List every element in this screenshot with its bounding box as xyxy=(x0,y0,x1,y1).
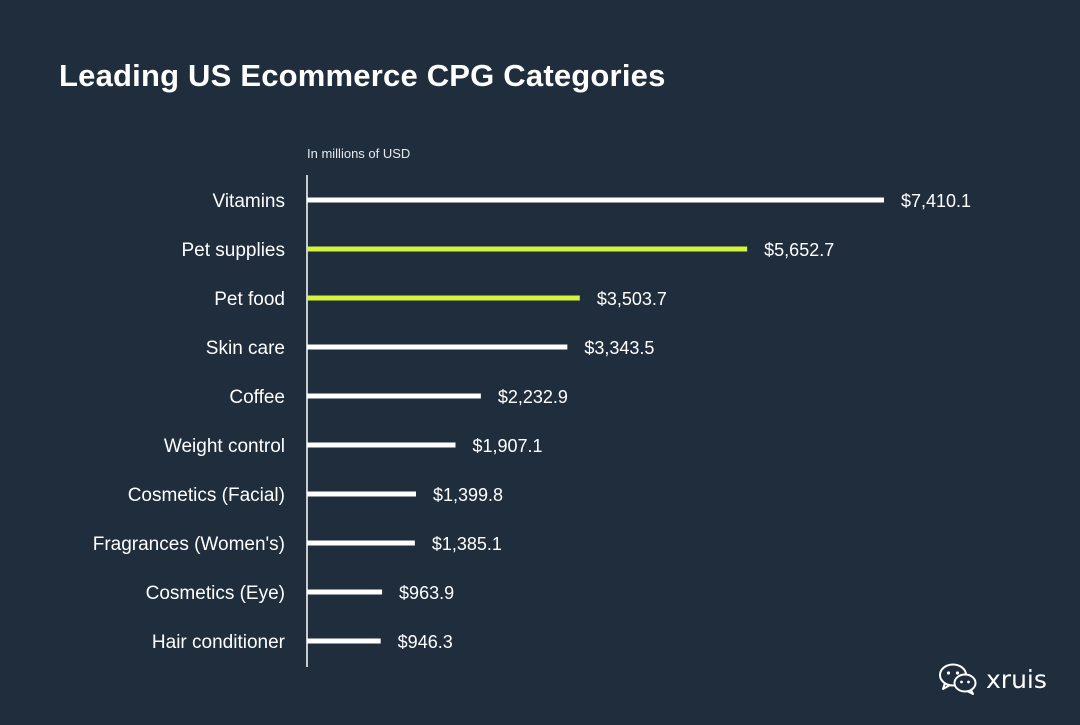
value-label-pet-food: $3,503.7 xyxy=(597,289,667,309)
bar-skin-care xyxy=(307,344,568,350)
value-label-hair-conditioner: $946.3 xyxy=(398,632,453,652)
value-label-coffee: $2,232.9 xyxy=(498,387,568,407)
category-label-vitamins: Vitamins xyxy=(212,191,285,212)
value-label-weight-control: $1,907.1 xyxy=(472,436,542,456)
value-label-skin-care: $3,343.5 xyxy=(584,338,654,358)
wechat-icon xyxy=(939,663,977,695)
watermark-text: xruis xyxy=(986,664,1047,694)
bar-fragrances-women-s xyxy=(307,540,415,546)
watermark: xruis xyxy=(938,661,1047,697)
category-label-pet-supplies: Pet supplies xyxy=(181,240,285,261)
category-label-hair-conditioner: Hair conditioner xyxy=(152,632,286,653)
chart-title: Leading US Ecommerce CPG Categories xyxy=(59,58,666,93)
category-label-fragrances-women-s: Fragrances (Women's) xyxy=(93,534,285,555)
category-label-weight-control: Weight control xyxy=(164,436,285,457)
category-label-skin-care: Skin care xyxy=(206,338,285,359)
value-label-pet-supplies: $5,652.7 xyxy=(764,240,834,260)
bar-pet-food xyxy=(307,295,580,301)
bar-cosmetics-eye xyxy=(307,589,383,595)
bar-hair-conditioner xyxy=(307,638,381,644)
unit-note: In millions of USD xyxy=(307,146,411,161)
bar-cosmetics-facial xyxy=(307,491,416,497)
bar-weight-control xyxy=(307,442,456,448)
value-label-cosmetics-eye: $963.9 xyxy=(399,583,454,603)
value-label-vitamins: $7,410.1 xyxy=(901,191,971,211)
bar-pet-supplies xyxy=(307,246,748,252)
value-label-cosmetics-facial: $1,399.8 xyxy=(433,485,503,505)
category-label-coffee: Coffee xyxy=(229,387,285,408)
value-label-fragrances-women-s: $1,385.1 xyxy=(432,534,502,554)
category-label-cosmetics-facial: Cosmetics (Facial) xyxy=(128,485,285,506)
category-label-cosmetics-eye: Cosmetics (Eye) xyxy=(146,583,285,604)
category-label-pet-food: Pet food xyxy=(214,289,285,310)
bar-vitamins xyxy=(307,197,884,203)
bar-coffee xyxy=(307,393,481,399)
